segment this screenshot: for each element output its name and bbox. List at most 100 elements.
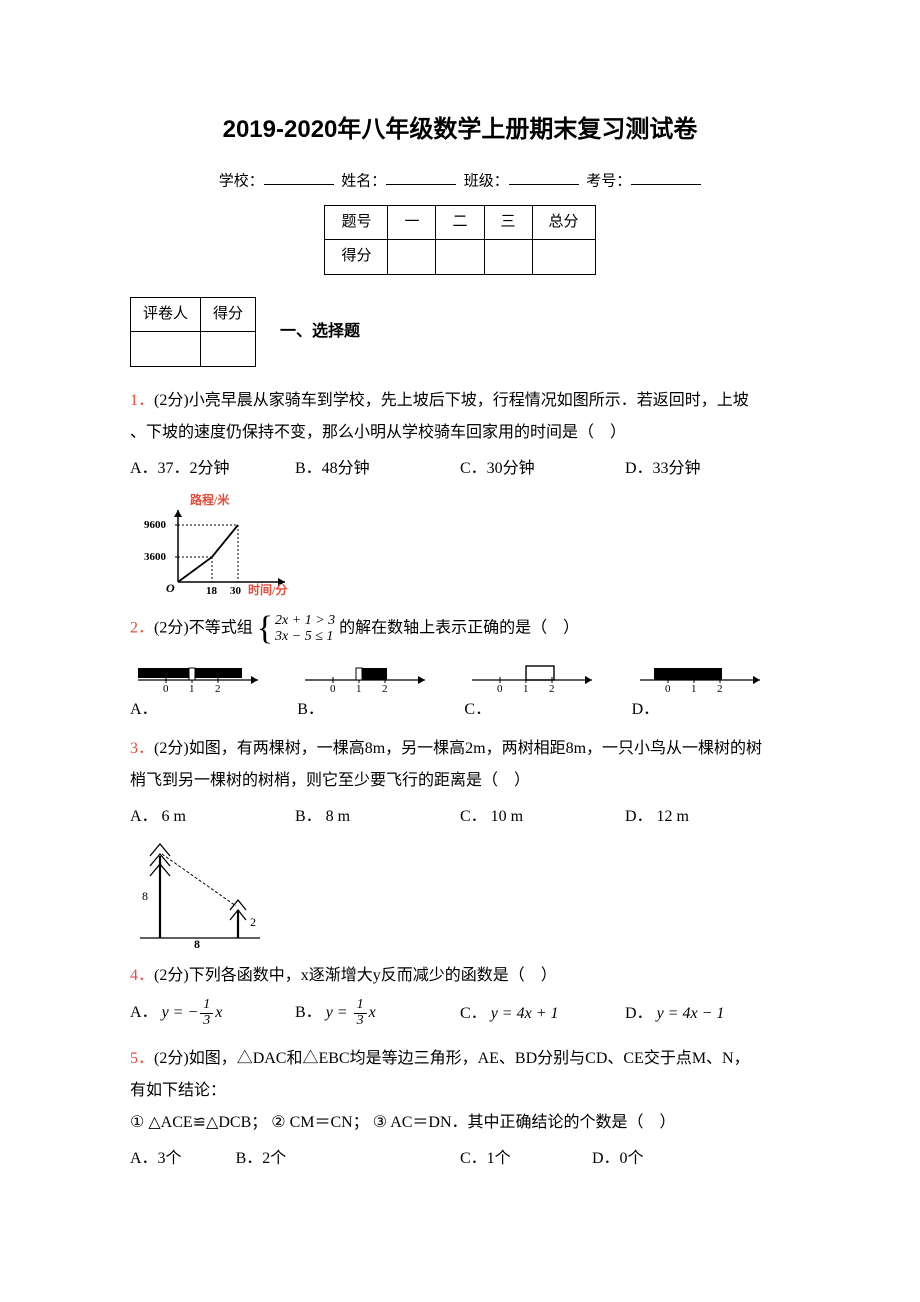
tick-1: 1 <box>691 683 697 692</box>
q5-option-b: B．2个 <box>236 1145 460 1172</box>
q2-sys-line2: 3x − 5 ≤ 1 <box>275 629 335 645</box>
examno-blank <box>631 169 701 186</box>
q4-b-suffix: x <box>369 1004 376 1021</box>
q2-text-a: 不等式组 <box>189 620 253 637</box>
grader-score-label: 得分 <box>201 297 256 332</box>
q2-label-a: A． <box>130 696 288 723</box>
page-title: 2019-2020年八年级数学上册期末复习测试卷 <box>130 110 790 151</box>
question-4: 4．(2分)下列各函数中，x逐渐增大y反而减少的函数是（ ） <box>130 960 790 992</box>
q4-d-label: D． <box>625 1005 653 1022</box>
q4-options: A． y = −13x B． y = 13x C． y = 4x + 1 D． … <box>130 998 790 1032</box>
tick-1: 1 <box>189 683 195 692</box>
name-label: 姓名： <box>341 173 386 189</box>
q3-option-a: A． 6 m <box>130 803 295 830</box>
q1-xtick-30: 30 <box>230 585 242 597</box>
tick-2: 2 <box>717 683 723 692</box>
q1-option-d: D．33分钟 <box>625 455 790 482</box>
q4-b-prefix: y = <box>326 1004 352 1021</box>
q1-option-b: B．48分钟 <box>295 455 460 482</box>
tick-0: 0 <box>163 683 169 692</box>
q5-number: 5． <box>130 1050 154 1067</box>
q1-text-b: 、下坡的速度仍保持不变，那么小明从学校骑车回家用的时间是（ ） <box>130 424 626 441</box>
q2-label-c: C． <box>464 696 622 723</box>
score-cell <box>532 240 595 275</box>
q3-short-label: 2 <box>250 915 256 929</box>
score-cell <box>436 240 484 275</box>
q1-ytick-3600: 3600 <box>144 551 167 563</box>
school-label: 学校： <box>219 173 264 189</box>
tick-2: 2 <box>215 683 221 692</box>
q4-d-text: y = 4x − 1 <box>657 1005 725 1022</box>
q4-a-suffix: x <box>215 1004 222 1021</box>
tick-0: 0 <box>665 683 671 692</box>
q2-label-b: B． <box>297 696 455 723</box>
q2-points: (2分) <box>154 620 189 637</box>
q3-text-a: 如图，有两棵树，一棵高8m，另一棵高2m，两树相距8m，一只小鸟从一棵树的树 <box>189 740 762 757</box>
q4-text: 下列各函数中，x逐渐增大y反而减少的函数是（ ） <box>189 967 557 984</box>
q4-number: 4． <box>130 967 154 984</box>
q2-option-c: 0 1 2 C． <box>464 652 622 723</box>
grader-label: 评卷人 <box>131 297 201 332</box>
q5-points: (2分) <box>154 1050 189 1067</box>
q2-label-d: D． <box>632 696 790 723</box>
grader-table: 评卷人 得分 <box>130 297 256 367</box>
q4-b-label: B． <box>295 1004 322 1021</box>
class-blank <box>509 169 579 186</box>
q2-option-b: 0 1 2 B． <box>297 652 455 723</box>
tick-2: 2 <box>549 683 555 692</box>
class-label: 班级： <box>464 173 509 189</box>
question-1: 1．(2分)小亮早晨从家骑车到学校，先上坡后下坡，行程情况如图所示．若返回时，上… <box>130 385 790 449</box>
q5-options: A．3个 B．2个 C．1个 D．0个 <box>130 1145 790 1176</box>
q3-text-b: 梢飞到另一棵树的树梢，则它至少要飞行的距离是（ ） <box>130 772 530 789</box>
question-3: 3．(2分)如图，有两棵树，一棵高8m，另一棵高2m，两树相距8m，一只小鸟从一… <box>130 733 790 797</box>
q4-option-a: A． y = −13x <box>130 998 295 1028</box>
q4-b-den: 3 <box>354 1014 367 1029</box>
q3-diagram: 8 2 8 <box>130 840 270 950</box>
q4-a-label: A． <box>130 1004 158 1021</box>
q5-text-c: ① △ACE≌△DCB； ② CM＝CN； ③ AC＝DN．其中正确结论的个数是… <box>130 1114 676 1131</box>
q1-number: 1． <box>130 392 154 409</box>
q4-a-num: 1 <box>200 998 213 1014</box>
score-cell <box>484 240 532 275</box>
q4-a-prefix: y = − <box>162 1004 199 1021</box>
student-info-line: 学校： 姓名： 班级： 考号： <box>130 169 790 195</box>
q5-text-b: 有如下结论： <box>130 1082 226 1099</box>
question-2: 2．(2分)不等式组 { 2x + 1 > 3 3x − 5 ≤ 1 的解在数轴… <box>130 612 790 646</box>
q1-ylabel: 路程/米 <box>190 492 230 507</box>
q1-points: (2分) <box>154 392 189 409</box>
q5-option-a: A．3个 <box>130 1145 236 1172</box>
q1-options: A．37．2分钟 B．48分钟 C．30分钟 D．33分钟 <box>130 455 790 486</box>
q1-option-c: C．30分钟 <box>460 455 625 482</box>
q3-tall-label: 8 <box>142 889 148 903</box>
q3-base-label: 8 <box>194 937 200 950</box>
q5-option-d: D．0个 <box>592 1145 790 1172</box>
q2-option-a: 0 1 2 A． <box>130 652 288 723</box>
score-col-2: 二 <box>436 205 484 240</box>
q3-points: (2分) <box>154 740 189 757</box>
q4-a-den: 3 <box>200 1014 213 1029</box>
score-row-label: 题号 <box>325 205 388 240</box>
tick-0: 0 <box>330 683 336 692</box>
q1-xlabel: 时间/分 <box>248 582 287 597</box>
q1-origin: O <box>166 581 175 595</box>
q3-option-c: C． 10 m <box>460 803 625 830</box>
q3-number: 3． <box>130 740 154 757</box>
q4-option-d: D． y = 4x − 1 <box>625 1000 790 1027</box>
tick-1: 1 <box>356 683 362 692</box>
q4-c-text: y = 4x + 1 <box>491 1005 559 1022</box>
q1-chart: 路程/米 9600 3600 O 18 30 时间/分 <box>130 492 300 602</box>
question-5: 5．(2分)如图，△DAC和△EBC均是等边三角形，AE、BD分别与CD、CE交… <box>130 1043 790 1139</box>
q2-text-b: 的解在数轴上表示正确的是（ ） <box>339 620 579 637</box>
q4-points: (2分) <box>154 967 189 984</box>
q4-option-c: C． y = 4x + 1 <box>460 1000 625 1027</box>
name-blank <box>386 169 456 186</box>
examno-label: 考号： <box>586 173 631 189</box>
score-cell <box>388 240 436 275</box>
q2-number: 2． <box>130 620 154 637</box>
brace-icon: { <box>257 612 273 646</box>
q2-sys-line1: 2x + 1 > 3 <box>275 613 335 629</box>
q2-system: { 2x + 1 > 3 3x − 5 ≤ 1 <box>257 612 335 646</box>
tick-1: 1 <box>523 683 529 692</box>
q1-text-a: 小亮早晨从家骑车到学校，先上坡后下坡，行程情况如图所示．若返回时，上坡 <box>189 392 749 409</box>
q1-option-a: A．37．2分钟 <box>130 455 295 482</box>
